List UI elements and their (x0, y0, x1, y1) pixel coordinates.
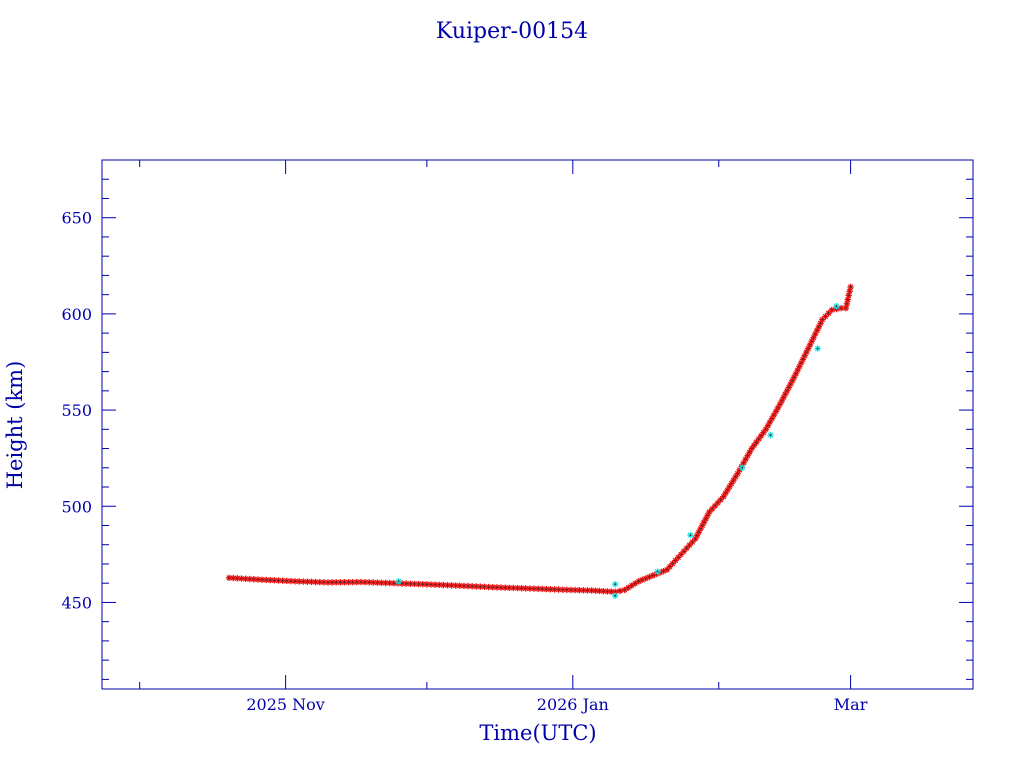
data-point (767, 431, 774, 439)
data-point (631, 580, 639, 587)
data-point (539, 585, 546, 593)
data-point (506, 584, 513, 592)
data-point (744, 452, 751, 459)
data-point (611, 592, 619, 599)
data-point (669, 560, 676, 567)
x-tick-label: 2025 Nov (246, 695, 324, 714)
data-point (692, 535, 699, 543)
plot-frame (101, 159, 974, 690)
data-point (271, 577, 278, 584)
data-point (456, 582, 464, 589)
y-tick-label: 500 (61, 497, 92, 516)
data-point (825, 310, 832, 317)
data-point (551, 586, 558, 593)
axis-ticks (102, 159, 973, 689)
data-point (845, 292, 852, 299)
data-point (423, 581, 431, 588)
data-point (611, 580, 619, 588)
data-point (717, 496, 724, 503)
data-point (514, 584, 521, 592)
data-markers (225, 283, 854, 599)
data-point (534, 585, 542, 593)
data-point (258, 576, 266, 583)
data-point (742, 456, 749, 463)
data-point (291, 578, 299, 585)
x-tick-label: 2026 Jan (537, 695, 609, 714)
data-point (687, 531, 694, 539)
y-tick-label: 550 (61, 401, 92, 420)
x-tick-label: Mar (834, 695, 868, 714)
data-point (628, 582, 635, 589)
data-point (726, 483, 733, 490)
data-point (357, 578, 365, 586)
data-point (654, 568, 661, 575)
data-point (847, 283, 854, 291)
data-point (501, 584, 509, 591)
data-point (431, 581, 439, 588)
data-point (547, 586, 554, 593)
data-point (819, 316, 826, 323)
data-point (714, 499, 722, 506)
data-point (663, 566, 671, 573)
data-point (702, 515, 710, 522)
data-point (814, 345, 821, 352)
data-point (616, 587, 624, 595)
data-point (468, 583, 476, 590)
y-axis-label: Height (km) (3, 361, 27, 490)
y-tick-label: 450 (61, 593, 92, 612)
y-tick-label: 650 (61, 209, 92, 228)
data-point (283, 577, 290, 585)
data-point (333, 579, 340, 586)
data-point (833, 302, 840, 310)
data-point (828, 306, 835, 314)
data-point (328, 579, 336, 586)
data-point (477, 583, 484, 590)
data-point (571, 586, 579, 594)
data-point (411, 580, 418, 588)
x-axis-label: Time(UTC) (479, 721, 596, 745)
y-tick-label: 600 (61, 305, 92, 324)
data-point (739, 464, 746, 471)
axis-tick-labels: 450 500 550 600 650 2025 Nov 2026 Jan Mar (61, 209, 867, 714)
data-point (436, 581, 443, 589)
data-point (464, 582, 472, 590)
data-point (649, 572, 657, 579)
data-point (395, 578, 402, 585)
chart-title: Kuiper-00154 (436, 19, 588, 44)
data-point (345, 578, 352, 586)
data-point (349, 578, 356, 586)
